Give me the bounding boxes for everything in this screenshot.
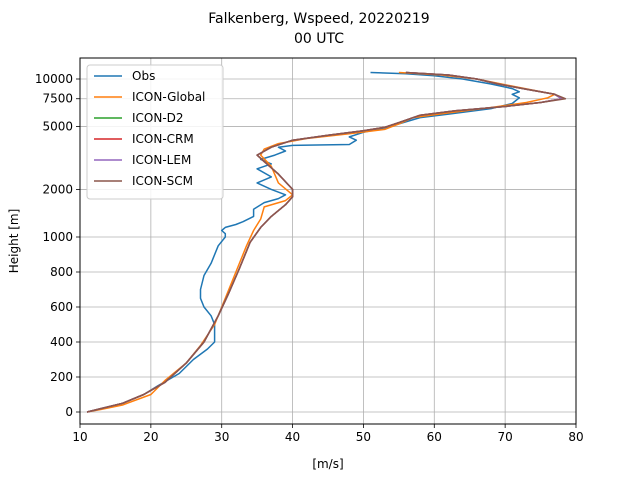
y-tick-label: 400 <box>50 335 73 349</box>
x-tick-label: 10 <box>72 430 87 444</box>
legend-label: ICON-D2 <box>132 111 184 125</box>
y-tick-label: 1000 <box>42 230 73 244</box>
y-tick-label: 0 <box>65 405 73 419</box>
x-tick-label: 30 <box>214 430 229 444</box>
y-tick-label: 600 <box>50 300 73 314</box>
x-tick-label: 20 <box>143 430 158 444</box>
x-tick-label: 40 <box>285 430 300 444</box>
y-tick-label: 200 <box>50 370 73 384</box>
y-tick-label: 5000 <box>42 120 73 134</box>
legend-box <box>86 64 224 200</box>
legend-label: ICON-SCM <box>132 174 193 188</box>
x-tick-label: 60 <box>427 430 442 444</box>
legend-label: ICON-LEM <box>132 153 191 167</box>
y-tick-label: 7500 <box>42 92 73 106</box>
x-axis-label: [m/s] <box>312 457 343 471</box>
plot-frame <box>79 57 577 425</box>
x-tick-label: 70 <box>498 430 513 444</box>
series-line-icon-scm <box>86 71 567 413</box>
x-tick-label: 50 <box>356 430 371 444</box>
y-tick-label: 2000 <box>42 182 73 196</box>
legend-label: ICON-Global <box>132 90 205 104</box>
legend: Obs ICON-Global ICON-D2 ICON-CRM ICON-LEM ICO… <box>86 64 224 200</box>
y-axis-label: Height [m] <box>7 209 21 274</box>
legend-label: Obs <box>132 69 155 83</box>
series-lines <box>86 71 567 413</box>
axis-ticks: 10 20 30 40 50 60 70 80020040060080010002000500… <box>35 72 584 444</box>
chart-title: Falkenberg, Wspeed, 20220219 <box>208 11 429 27</box>
y-tick-label: 800 <box>50 265 73 279</box>
chart-subtitle: 00 UTC <box>294 31 344 47</box>
legend-label: ICON-CRM <box>132 132 194 146</box>
y-tick-label: 10000 <box>35 72 73 86</box>
x-tick-label: 80 <box>568 430 583 444</box>
